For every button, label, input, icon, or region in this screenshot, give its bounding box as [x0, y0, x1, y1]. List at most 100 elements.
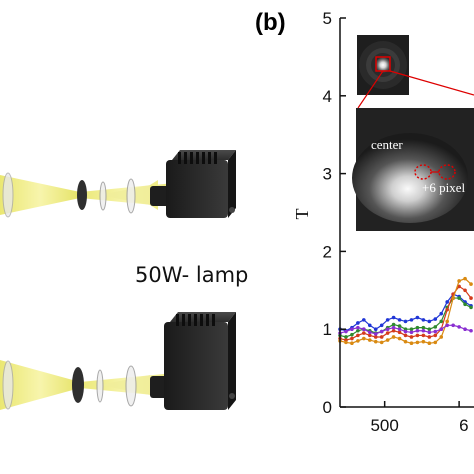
data-point — [397, 318, 402, 322]
data-point — [391, 335, 396, 339]
data-point — [356, 321, 360, 325]
data-point — [433, 317, 438, 321]
data-point — [409, 330, 414, 335]
data-point — [350, 332, 354, 337]
data-point — [427, 319, 432, 324]
data-point — [391, 328, 396, 333]
data-point — [469, 328, 473, 333]
data-point — [451, 296, 455, 300]
data-point — [356, 333, 360, 338]
data-point — [457, 296, 461, 300]
data-point — [367, 323, 372, 328]
data-point — [457, 284, 461, 289]
y-tick-label: 2 — [323, 242, 332, 261]
y-tick-label: 1 — [323, 320, 332, 339]
data-point — [409, 341, 414, 346]
data-point — [439, 327, 444, 332]
data-point — [469, 305, 473, 310]
data-point — [463, 288, 467, 293]
y-tick-label: 0 — [323, 398, 332, 417]
data-point — [439, 335, 444, 339]
data-point — [415, 340, 420, 345]
data-point — [362, 331, 366, 335]
data-point — [362, 336, 366, 341]
lamp-nozzle — [150, 186, 170, 206]
data-point — [433, 340, 438, 345]
data-point — [379, 340, 384, 345]
lens — [2, 172, 14, 218]
data-point — [433, 333, 438, 338]
aperture-disk — [77, 180, 87, 210]
center-label: center — [371, 137, 403, 152]
data-point — [385, 327, 390, 332]
lens — [2, 360, 14, 410]
series-layer — [338, 276, 473, 346]
data-point — [379, 323, 384, 328]
data-point — [391, 315, 396, 320]
data-point — [385, 338, 390, 342]
y-axis-title: T — [292, 209, 312, 220]
data-point — [373, 335, 378, 339]
data-point — [415, 315, 420, 320]
data-point — [373, 332, 378, 336]
light-beam — [100, 375, 150, 395]
data-point — [415, 325, 420, 330]
zoom-connector — [389, 70, 474, 96]
x-tick-label: 500 — [370, 416, 398, 435]
data-point — [433, 329, 438, 334]
optical-setup-bottom — [0, 312, 236, 410]
data-point — [350, 336, 354, 341]
series-line-4 — [339, 277, 472, 344]
data-point — [397, 324, 402, 328]
data-point — [427, 341, 432, 346]
data-point — [409, 318, 414, 322]
data-point — [409, 327, 414, 332]
data-point — [439, 319, 444, 324]
data-point — [415, 328, 420, 333]
zoom-connector — [357, 70, 384, 109]
data-point — [385, 318, 390, 322]
data-point — [463, 302, 467, 307]
data-point — [344, 329, 348, 334]
offset-label: +6 pixel — [422, 180, 465, 195]
data-point — [421, 333, 426, 338]
data-point — [403, 319, 408, 324]
data-point — [391, 325, 396, 330]
inset-zoomed: center +6 pixel — [352, 108, 474, 231]
data-point — [463, 327, 467, 332]
data-point — [367, 330, 372, 335]
x-tick-label: 6 — [459, 416, 468, 435]
lamp-housing — [166, 150, 236, 218]
data-point — [409, 335, 414, 339]
data-point — [391, 322, 396, 327]
data-point — [439, 311, 444, 316]
lamp-label: 50W- lamp — [135, 263, 248, 287]
data-point — [373, 327, 378, 332]
data-point — [350, 341, 354, 346]
data-point — [344, 340, 348, 345]
y-tick-label: 5 — [323, 9, 332, 28]
lens — [96, 369, 104, 403]
data-point — [403, 333, 408, 338]
data-point — [457, 325, 461, 329]
data-point — [427, 335, 432, 339]
data-point — [451, 323, 455, 328]
data-point — [403, 339, 408, 344]
data-point — [356, 328, 360, 333]
data-point — [463, 276, 467, 281]
data-point — [433, 325, 438, 329]
inset-small — [357, 35, 409, 95]
data-point — [421, 339, 426, 344]
data-point — [367, 338, 372, 342]
data-point — [421, 325, 426, 330]
data-point — [469, 296, 473, 300]
data-point — [367, 333, 372, 338]
data-point — [421, 328, 426, 333]
data-point — [469, 282, 473, 286]
data-point — [415, 333, 420, 338]
data-point — [397, 327, 402, 332]
data-point — [385, 331, 390, 335]
data-point — [427, 327, 432, 332]
lamp-housing — [164, 312, 236, 410]
data-point — [421, 318, 426, 322]
